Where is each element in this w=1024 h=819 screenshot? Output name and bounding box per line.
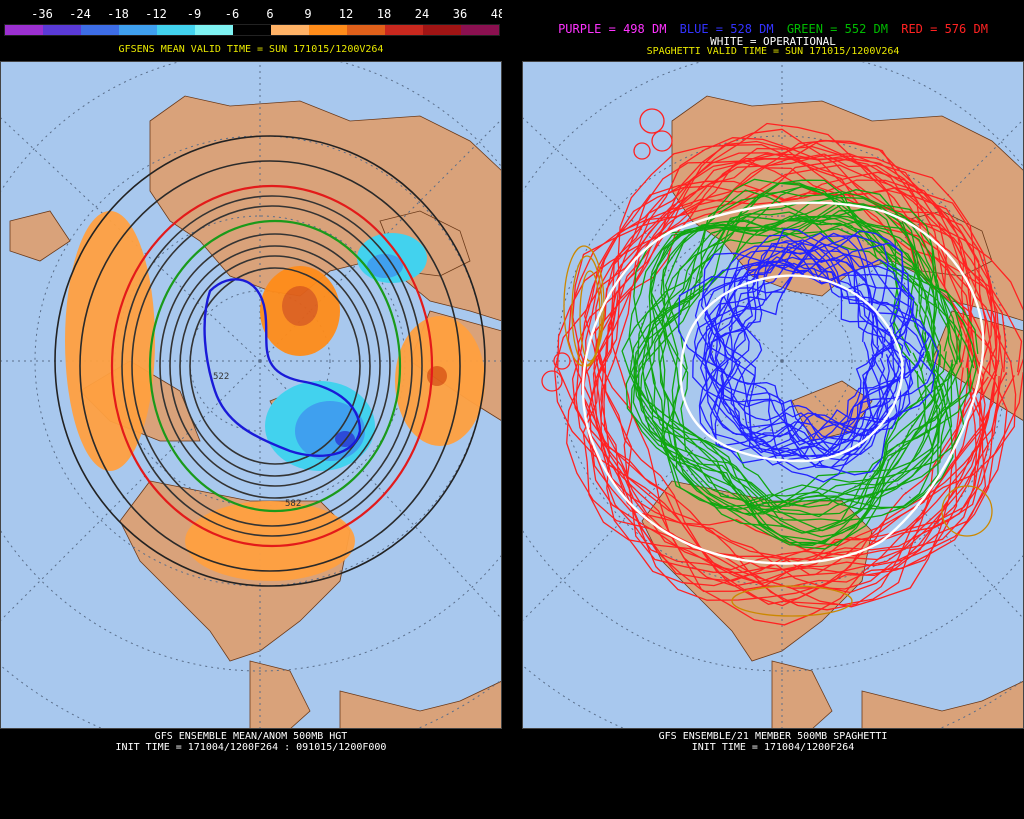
colorbar-cell (157, 25, 195, 35)
legend-red: RED = 576 DM (901, 22, 988, 36)
colorbar-cell (233, 25, 271, 35)
spaghetti-white-operational (581, 201, 985, 565)
colorbar-tick-label: -18 (107, 7, 129, 21)
spaghetti-contour (650, 215, 963, 515)
contour-labels: 522 582 (213, 372, 301, 509)
spaghetti-contour (634, 204, 940, 534)
colorbar-cell (81, 25, 119, 35)
spaghetti-contour (592, 140, 985, 582)
spaghetti-contour (566, 153, 1008, 590)
spaghetti-contour (628, 189, 941, 546)
right-footer-line1: GFS ENSEMBLE/21 MEMBER 500MB SPAGHETTI (658, 731, 888, 742)
colorbar-cell (5, 25, 43, 35)
ensemble-mean-map: 522 582 (0, 61, 502, 729)
spaghetti-red-576 (553, 122, 1024, 626)
ensemble-mean-panel: -36 -24 -18 -12 -9 -6 6 9 12 18 24 36 48 GFSENS MEAN… (0, 0, 502, 819)
contour-label-582: 582 (285, 499, 301, 509)
spaghetti-contour (610, 158, 1007, 574)
spaghetti-contour (585, 143, 1017, 585)
spaghetti-contour (726, 260, 924, 446)
colorbar-tick-label: -6 (224, 7, 240, 21)
colorbar-ticks: -36 -24 -18 -12 -9 -6 6 9 12 18 24 36 48 (4, 7, 502, 21)
left-panel-title: GFSENS MEAN VALID TIME = SUN 171015/1200… (118, 44, 384, 55)
spaghetti-contour (644, 189, 944, 516)
colorbar-tick-label: 9 (304, 7, 312, 21)
legend-purple: PURPLE = 498 DM (558, 22, 667, 36)
spaghetti-contour (714, 232, 880, 456)
spaghetti-contour (584, 152, 1024, 601)
colorbar-cell (119, 25, 157, 35)
spaghetti-contour (704, 235, 901, 476)
spaghetti-map (522, 61, 1024, 729)
spaghetti-contour (693, 228, 889, 437)
spaghetti-contour (629, 218, 936, 522)
spaghetti-contour (582, 179, 972, 607)
anomaly-colorbar (4, 24, 500, 36)
colorbar-cell (271, 25, 309, 35)
colorbar-tick-label: 24 (414, 7, 430, 21)
colorbar-tick-label: -24 (69, 7, 91, 21)
spaghetti-contour (700, 252, 927, 483)
spaghetti-contour (600, 140, 998, 561)
colorbar-tick-label: 12 (338, 7, 354, 21)
panel-divider (502, 0, 522, 819)
spaghetti-contour (571, 180, 987, 626)
colorbar-cell (347, 25, 385, 35)
left-footer-line1: GFS ENSEMBLE MEAN/ANOM 500MB HGT (154, 731, 348, 742)
spaghetti-contour (650, 202, 950, 532)
legend-green: GREEN = 552 DM (786, 22, 888, 36)
colorbar-cell (385, 25, 423, 35)
right-footer-line2: INIT TIME = 171004/1200F264 (691, 742, 855, 753)
left-footer-line2: INIT TIME = 171004/1200F264 : 091015/120… (115, 742, 387, 753)
spaghetti-contour (641, 185, 939, 510)
contour-label-522: 522 (213, 372, 229, 382)
spaghetti-contour (707, 256, 910, 470)
spaghetti-blue-528 (678, 228, 940, 483)
colorbar-tick-label: 18 (376, 7, 392, 21)
colorbar-tick-label: 6 (266, 7, 274, 21)
spaghetti-contour (709, 239, 906, 453)
spaghetti-contour (659, 219, 957, 545)
spaghetti-contour (699, 249, 936, 462)
operational-label: WHITE = OPERATIONAL (710, 35, 836, 48)
spaghetti-panel: PURPLE = 498 DM BLUE = 528 DM GREEN = 55… (522, 0, 1024, 819)
colorbar-cell (423, 25, 461, 35)
height-contours (54, 135, 486, 587)
colorbar-cell (461, 25, 499, 35)
spaghetti-contour (595, 122, 1024, 587)
spaghetti-contour (694, 256, 915, 455)
small-red-lows (541, 108, 673, 392)
colorbar-cell (195, 25, 233, 35)
spaghetti-contour (582, 141, 1000, 576)
colorbar-tick-label: -12 (145, 7, 167, 21)
legend-blue: BLUE = 528 DM (679, 22, 774, 36)
colorbar-tick-label: 36 (452, 7, 468, 21)
colorbar-cell (43, 25, 81, 35)
right-panel-title: SPAGHETTI VALID TIME = SUN 171015/1200V2… (646, 46, 900, 57)
spaghetti-legend: PURPLE = 498 DM BLUE = 528 DM GREEN = 55… (522, 22, 1024, 36)
colorbar-tick-label: -9 (186, 7, 202, 21)
colorbar-tick-label: 48 (490, 7, 502, 21)
spaghetti-contour (597, 171, 996, 611)
spaghetti-contour (658, 179, 960, 508)
spaghetti-contour (692, 234, 911, 446)
spaghetti-contour (553, 153, 987, 587)
colorbar-cell (309, 25, 347, 35)
spaghetti-contour (633, 215, 958, 546)
colorbar-tick-label: -36 (31, 7, 53, 21)
